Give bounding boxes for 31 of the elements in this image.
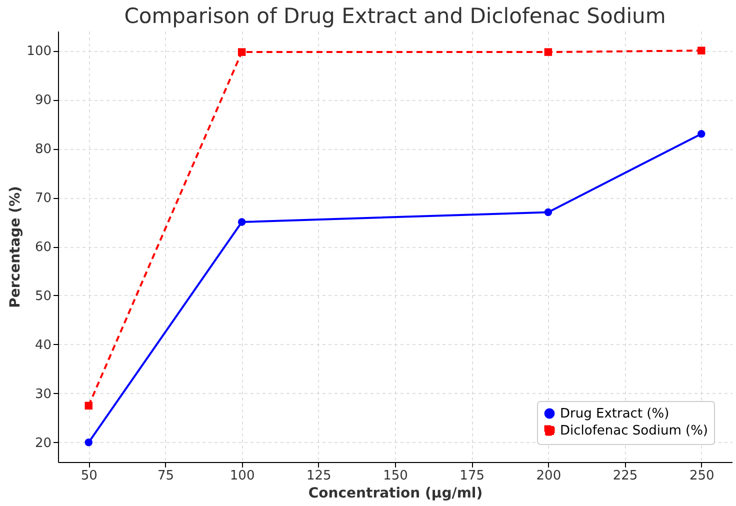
- point: [84, 438, 93, 446]
- y-tick-label: 60: [34, 240, 52, 255]
- y-tick-label: 40: [34, 338, 52, 353]
- point: [697, 46, 706, 54]
- x-tick-label: 125: [306, 468, 332, 484]
- x-tick-label: 200: [536, 468, 562, 484]
- legend-label: Drug Extract (%): [560, 406, 670, 422]
- point: [238, 218, 246, 226]
- y-tick-label: 30: [34, 386, 52, 402]
- x-axis-title: Concentration (µg/ml): [308, 486, 483, 502]
- x-tick-label: 225: [612, 468, 638, 484]
- y-tick-label: 70: [34, 191, 52, 206]
- point: [697, 130, 706, 138]
- y-tick-label: 50: [34, 288, 52, 304]
- x-tick-label: 250: [689, 468, 714, 484]
- chart-title: Comparison of Drug Extract and Diclofenac Sodium: [124, 4, 666, 28]
- y-tick-label: 100: [26, 44, 52, 60]
- y-tick-label: 20: [34, 436, 52, 451]
- legend-label: Diclofenac Sodium (%): [560, 424, 708, 438]
- point: [84, 402, 93, 410]
- y-tick-label: 90: [34, 93, 52, 108]
- x-tick-label: 150: [383, 468, 408, 484]
- point: [544, 208, 552, 216]
- y-axis-title: Percentage (%): [8, 186, 24, 308]
- x-tick-label: 100: [230, 468, 255, 484]
- x-tick-label: 75: [157, 468, 174, 484]
- point: [238, 48, 246, 56]
- point: [544, 48, 552, 56]
- x-tick-label: 50: [80, 468, 98, 484]
- y-tick-label: 80: [34, 142, 52, 158]
- x-tick-label: 175: [460, 468, 485, 484]
